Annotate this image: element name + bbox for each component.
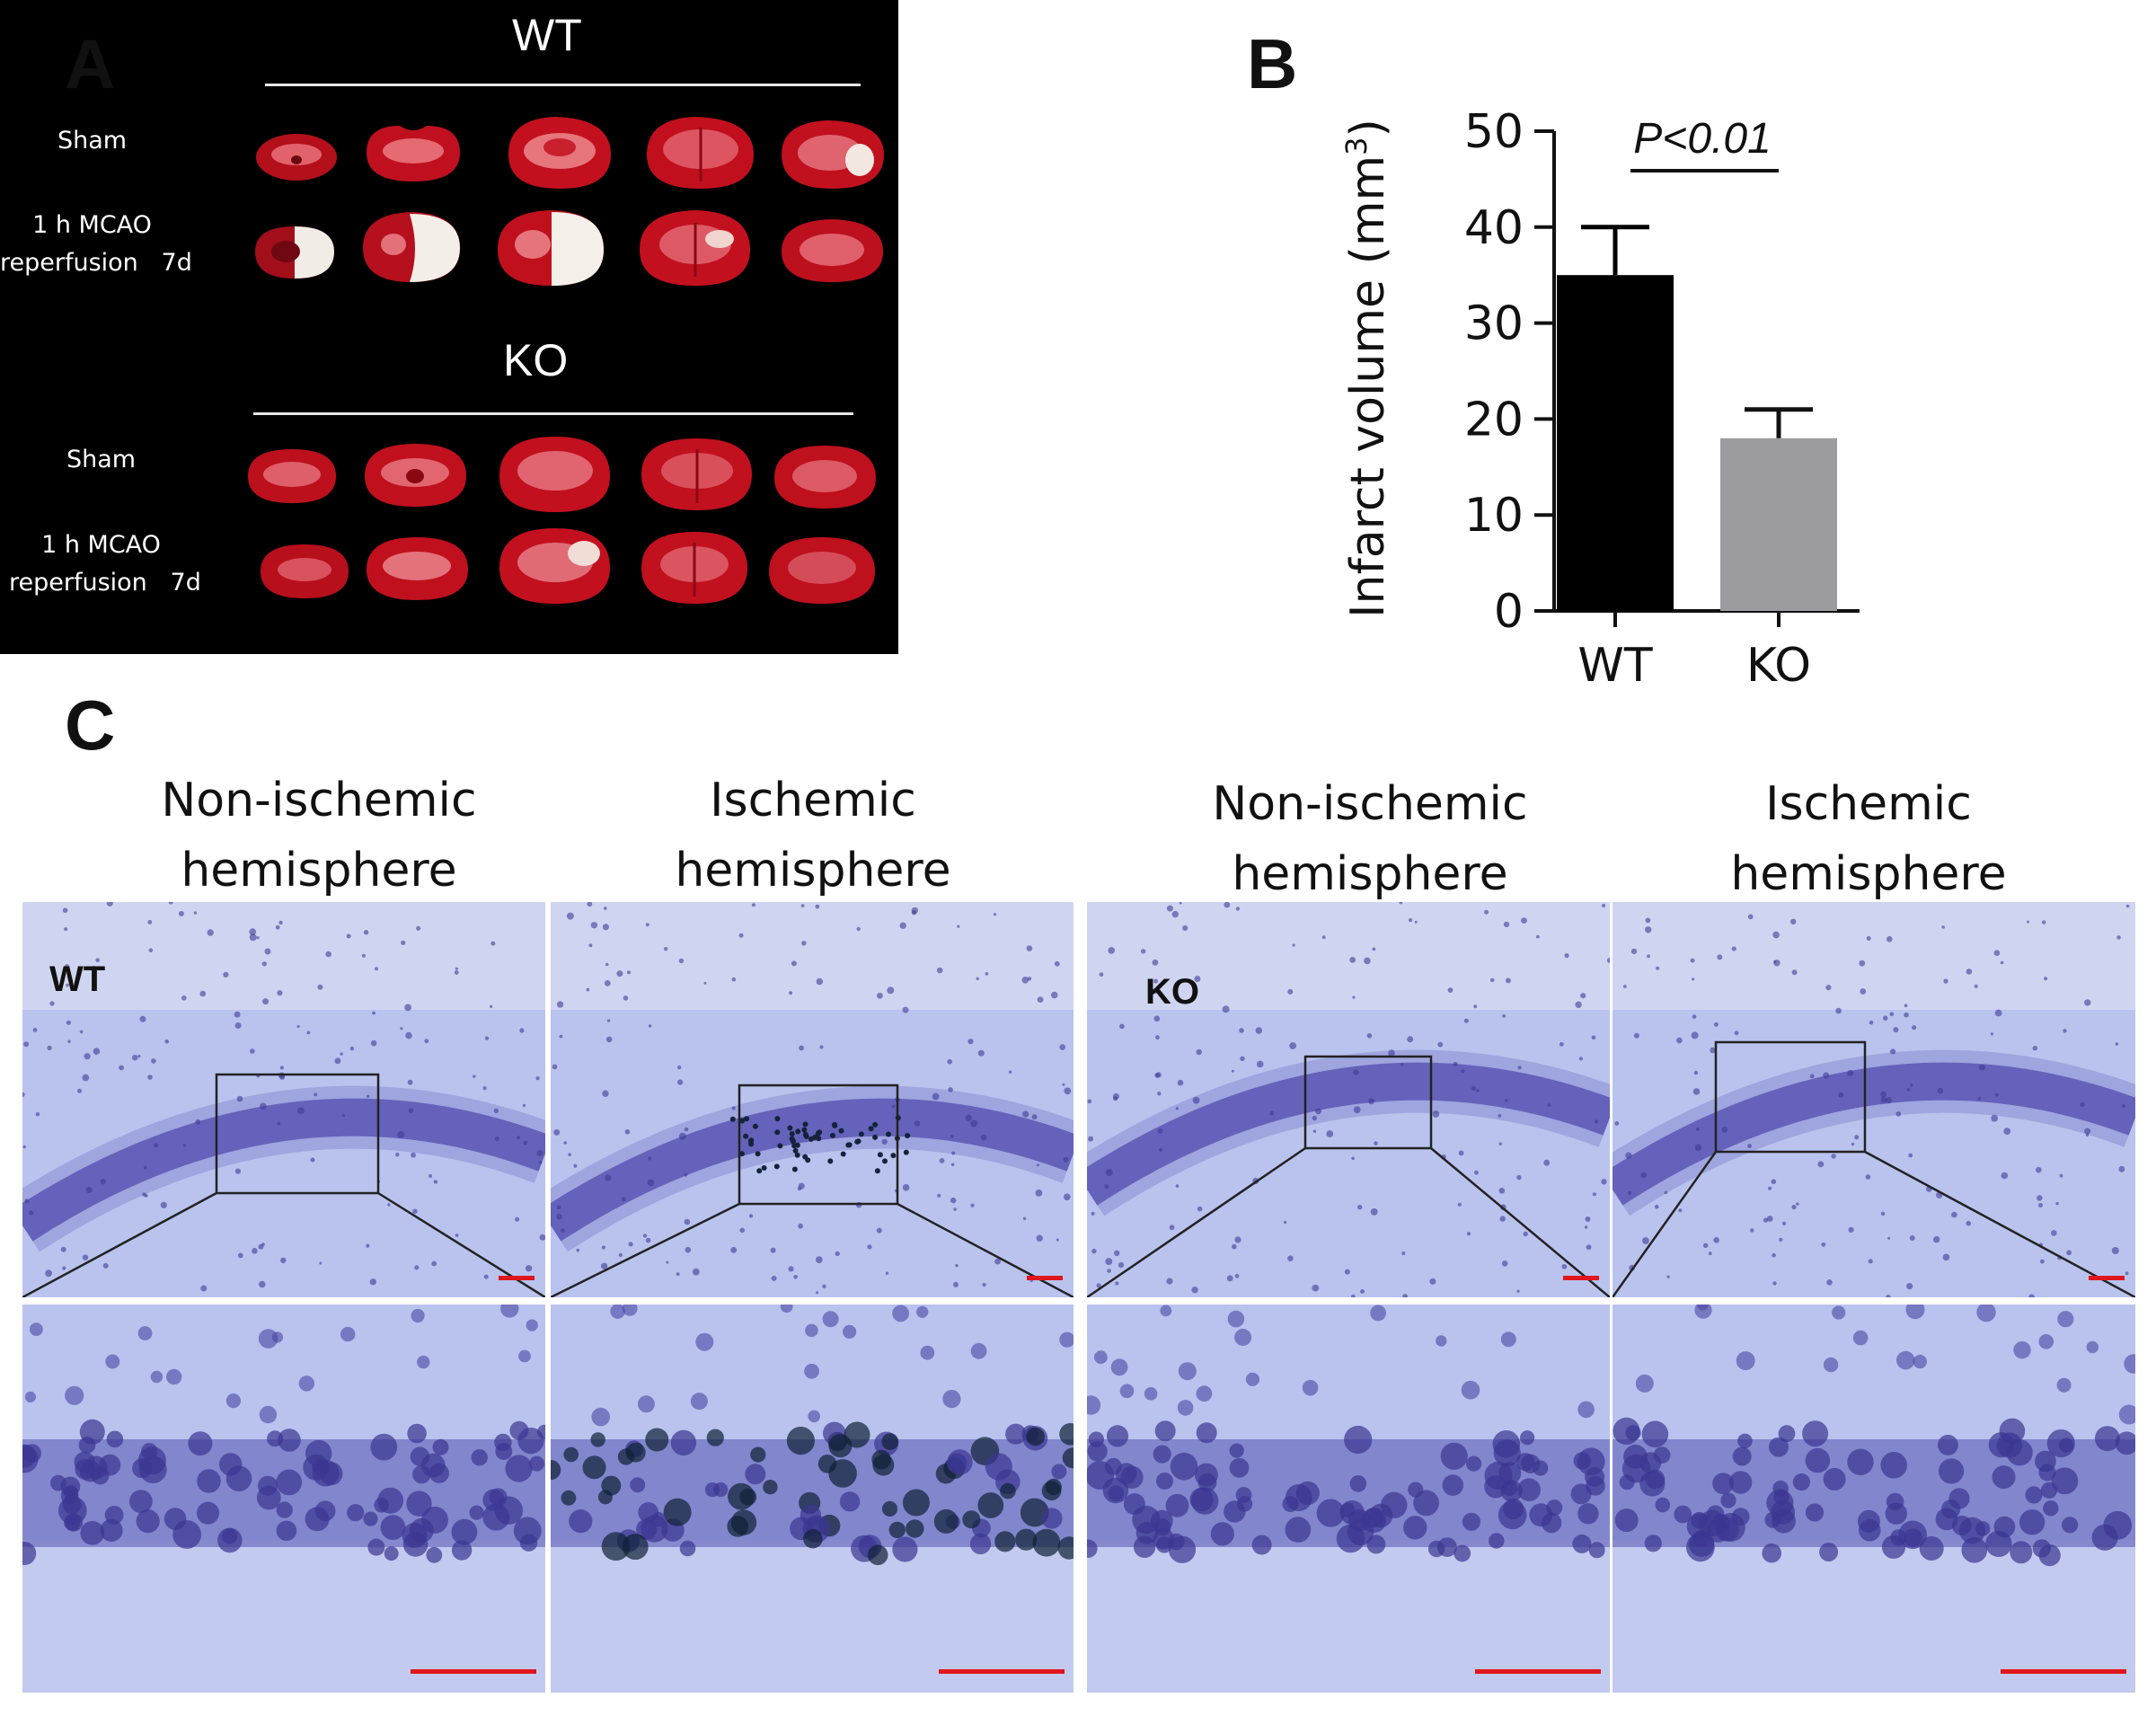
wt-sham-label: Sham (57, 127, 128, 155)
panel-c-label: C (65, 686, 116, 765)
micrograph-high-magnification (22, 1305, 545, 1693)
micrograph-high-magnification (1087, 1305, 1610, 1693)
brain-slice (498, 210, 604, 286)
micrograph-high-magnification (551, 1305, 1074, 1693)
y-axis-label: Infarct volume (mm3) (1339, 119, 1395, 618)
brain-slice (647, 117, 754, 189)
brain-slice (367, 126, 460, 181)
column-label-line1: Non-ischemic (161, 774, 477, 827)
brain-slice (255, 226, 334, 279)
x-tick-label: WT (1577, 639, 1652, 693)
ko-mcao-label-line2: reperfusion 7d (9, 569, 201, 597)
brain-slice (261, 544, 349, 598)
brain-slice (365, 444, 466, 507)
micrograph-low-magnification (1087, 902, 1610, 1297)
wt-image-tag: WT (49, 960, 106, 999)
ko-group-line (253, 412, 853, 415)
infarct-volume-bar-chart: 0 10 20 30 40 50 WT KO P<0.01 Infarct volume (mm3… (1339, 105, 1860, 693)
ko-mcao-label-line1: 1 h MCAO (41, 531, 161, 559)
bar (1720, 438, 1837, 611)
brain-slice (641, 438, 752, 510)
ko-sham-label: Sham (66, 446, 137, 473)
brain-slice (363, 212, 460, 282)
micrograph-low-magnification (22, 902, 545, 1297)
bar (1557, 275, 1674, 611)
column-label-line1: Ischemic (710, 774, 916, 827)
panel-a-label: A (65, 24, 116, 103)
brain-slice (782, 219, 883, 282)
nissl-stain-micrographs (22, 902, 2135, 1693)
y-tick-label: 50 (1464, 105, 1524, 159)
wt-mcao-label-line1: 1 h MCAO (32, 211, 152, 239)
micrograph-high-magnification (1613, 1305, 2135, 1693)
column-label-line2: hemisphere (1730, 847, 2007, 901)
column-label-line2: hemisphere (1232, 847, 1508, 901)
column-label-line1: Non-ischemic (1212, 777, 1528, 831)
y-tick-label: 10 (1464, 489, 1524, 543)
micrograph-low-magnification (551, 902, 1074, 1297)
brain-slice (367, 537, 468, 600)
brain-slice (774, 446, 876, 509)
column-label-ko-ischemic: Ischemic hemisphere (1599, 769, 2138, 909)
brain-slice (248, 449, 336, 503)
brain-slice (508, 117, 611, 189)
brain-slice (499, 437, 610, 512)
ko-group-title: KO (503, 335, 569, 385)
panel-b-label: B (1247, 24, 1298, 103)
column-label-line2: hemisphere (181, 844, 457, 898)
column-label-wt-non-ischemic: Non-ischemic hemisphere (18, 765, 620, 906)
x-tick-label: KO (1746, 639, 1811, 693)
brain-slice (499, 528, 610, 604)
wt-mcao-label: 1 h MCAO reperfusion 7d (0, 207, 192, 282)
column-label-ko-non-ischemic: Non-ischemic hemisphere (1078, 769, 1662, 909)
ko-mcao-label: 1 h MCAO reperfusion 7d (9, 526, 201, 602)
micrograph-low-magnification (1613, 902, 2135, 1297)
ttc-brain-slices-panel: WT Sham 1 h MCAO reperfusion 7d KO Sham … (0, 0, 898, 654)
p-value-annotation: P<0.01 (1633, 115, 1771, 163)
brain-slice (641, 532, 747, 604)
column-label-wt-ischemic: Ischemic hemisphere (548, 765, 1078, 906)
brain-slice (782, 120, 884, 189)
y-tick-label: 20 (1464, 393, 1524, 447)
y-tick-label: 0 (1494, 585, 1524, 639)
brain-slice (769, 537, 875, 604)
brain-slice (640, 210, 750, 286)
brain-slice (256, 134, 337, 181)
column-label-line1: Ischemic (1765, 777, 1972, 831)
wt-group-title: WT (512, 10, 582, 60)
ko-image-tag: KO (1145, 972, 1199, 1012)
column-label-line2: hemisphere (675, 844, 951, 898)
y-tick-label: 40 (1464, 201, 1524, 255)
y-tick-label: 30 (1464, 297, 1524, 351)
wt-mcao-label-line2: reperfusion 7d (0, 249, 192, 277)
wt-group-line (265, 84, 861, 86)
